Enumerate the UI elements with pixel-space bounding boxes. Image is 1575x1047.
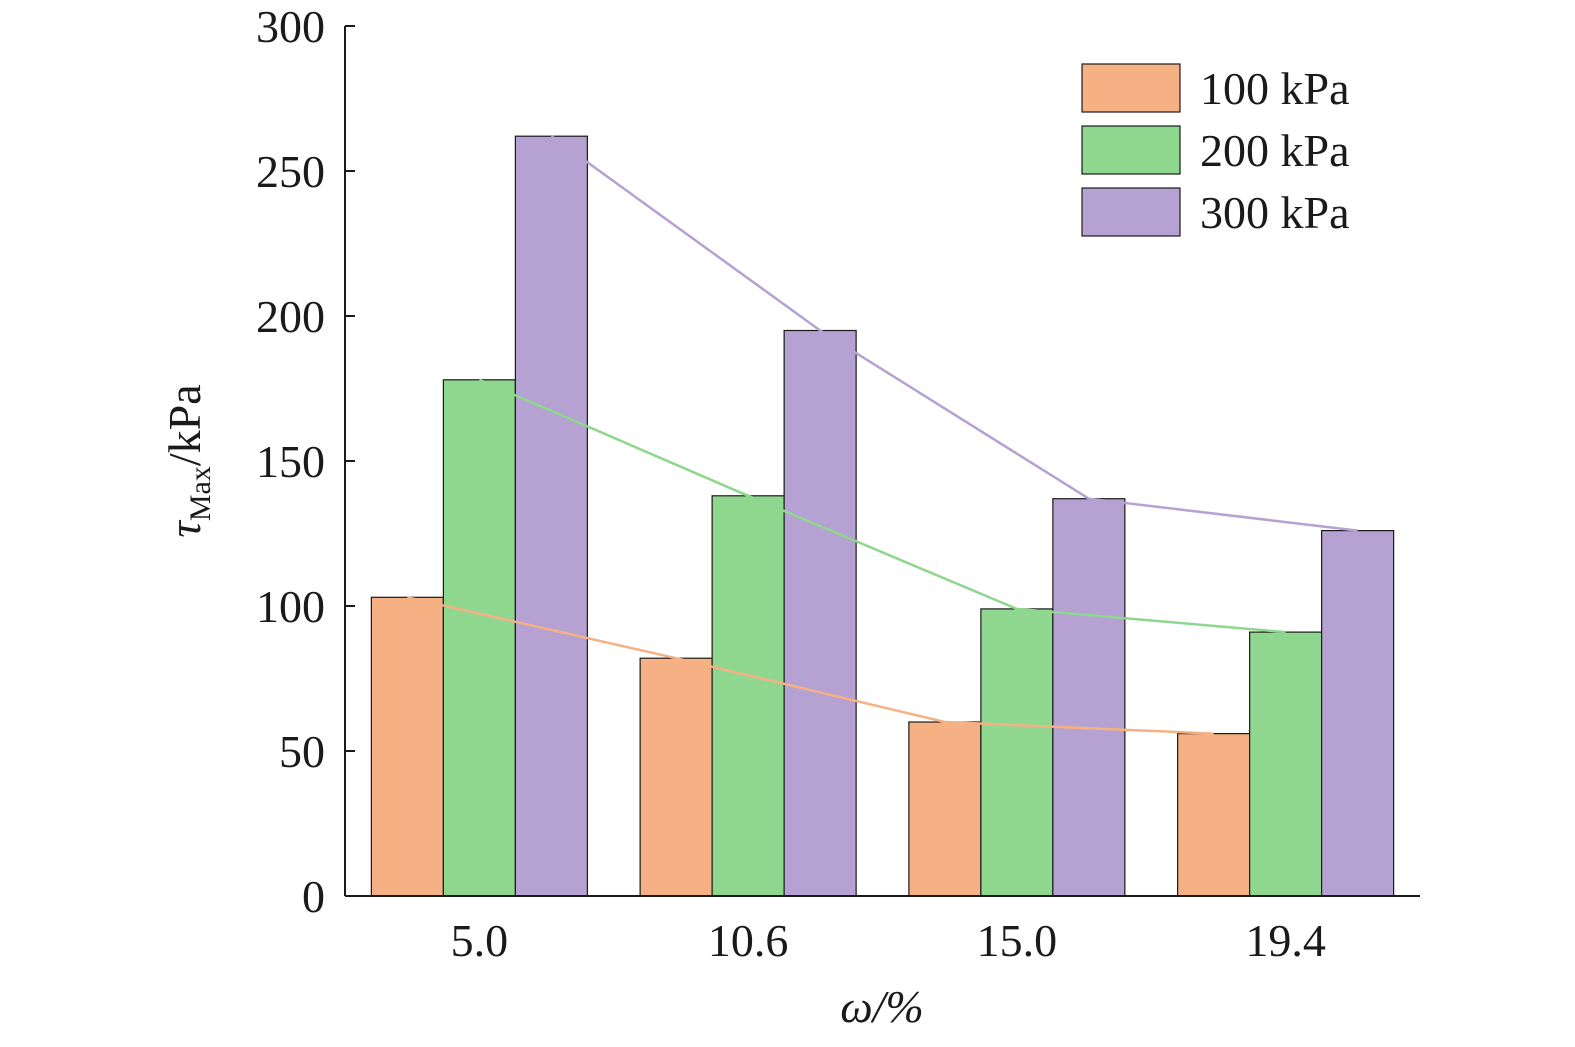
bar-200-kpa-10.6 xyxy=(711,495,785,897)
x-axis-title: ω/% xyxy=(840,981,924,1032)
trend-line-200-kpa xyxy=(478,378,1286,634)
bar-200-kpa-19.4 xyxy=(1249,631,1323,897)
y-axis-ticks: 0 50 100 150 200 250 300 xyxy=(256,1,355,922)
legend-swatch xyxy=(1081,125,1181,175)
legend-label: 200 kPa xyxy=(1200,125,1350,176)
y-tick-label: 50 xyxy=(279,726,325,777)
legend-swatch xyxy=(1081,63,1181,113)
legend-label: 300 kPa xyxy=(1200,187,1350,238)
x-tick-label: 5.0 xyxy=(451,915,509,966)
y-axis-title-unit: /kPa xyxy=(159,384,210,466)
y-tick-label: 200 xyxy=(256,291,325,342)
legend-swatch xyxy=(1081,187,1181,237)
bars xyxy=(370,135,1395,897)
bar-100-kpa-10.6 xyxy=(639,657,713,897)
y-tick-label: 250 xyxy=(256,146,325,197)
y-tick-label: 300 xyxy=(256,1,325,52)
bar-300-kpa-15.0 xyxy=(1052,498,1126,897)
trend-line-100-kpa xyxy=(407,596,1214,735)
y-tick-label: 150 xyxy=(256,436,325,487)
x-tick-label: 10.6 xyxy=(708,915,789,966)
bar-300-kpa-5.0 xyxy=(514,135,588,897)
bar-300-kpa-19.4 xyxy=(1321,529,1395,897)
bar-300-kpa-10.6 xyxy=(783,329,857,897)
legend: 100 kPa 200 kPa 300 kPa xyxy=(1081,63,1350,238)
x-tick-label: 15.0 xyxy=(977,915,1058,966)
bar-100-kpa-5.0 xyxy=(370,596,444,897)
bar-200-kpa-5.0 xyxy=(442,379,516,897)
y-axis-title-symbol: τ xyxy=(159,520,210,538)
trend-lines xyxy=(407,135,1358,735)
svg-text:τMax/kPa: τMax/kPa xyxy=(159,384,217,537)
x-axis-ticks: 5.0 10.6 15.0 19.4 xyxy=(451,886,1326,966)
y-axis-title-subscript: Max xyxy=(184,466,217,521)
bar-200-kpa-15.0 xyxy=(980,608,1054,897)
legend-label: 100 kPa xyxy=(1200,63,1350,114)
bar-100-kpa-19.4 xyxy=(1177,732,1251,897)
y-tick-label: 100 xyxy=(256,581,325,632)
y-tick-label: 0 xyxy=(302,871,325,922)
y-axis-title: τMax/kPa xyxy=(159,384,217,537)
trend-line-300-kpa xyxy=(550,135,1358,532)
bar-100-kpa-15.0 xyxy=(908,721,982,897)
x-tick-label: 19.4 xyxy=(1245,915,1326,966)
